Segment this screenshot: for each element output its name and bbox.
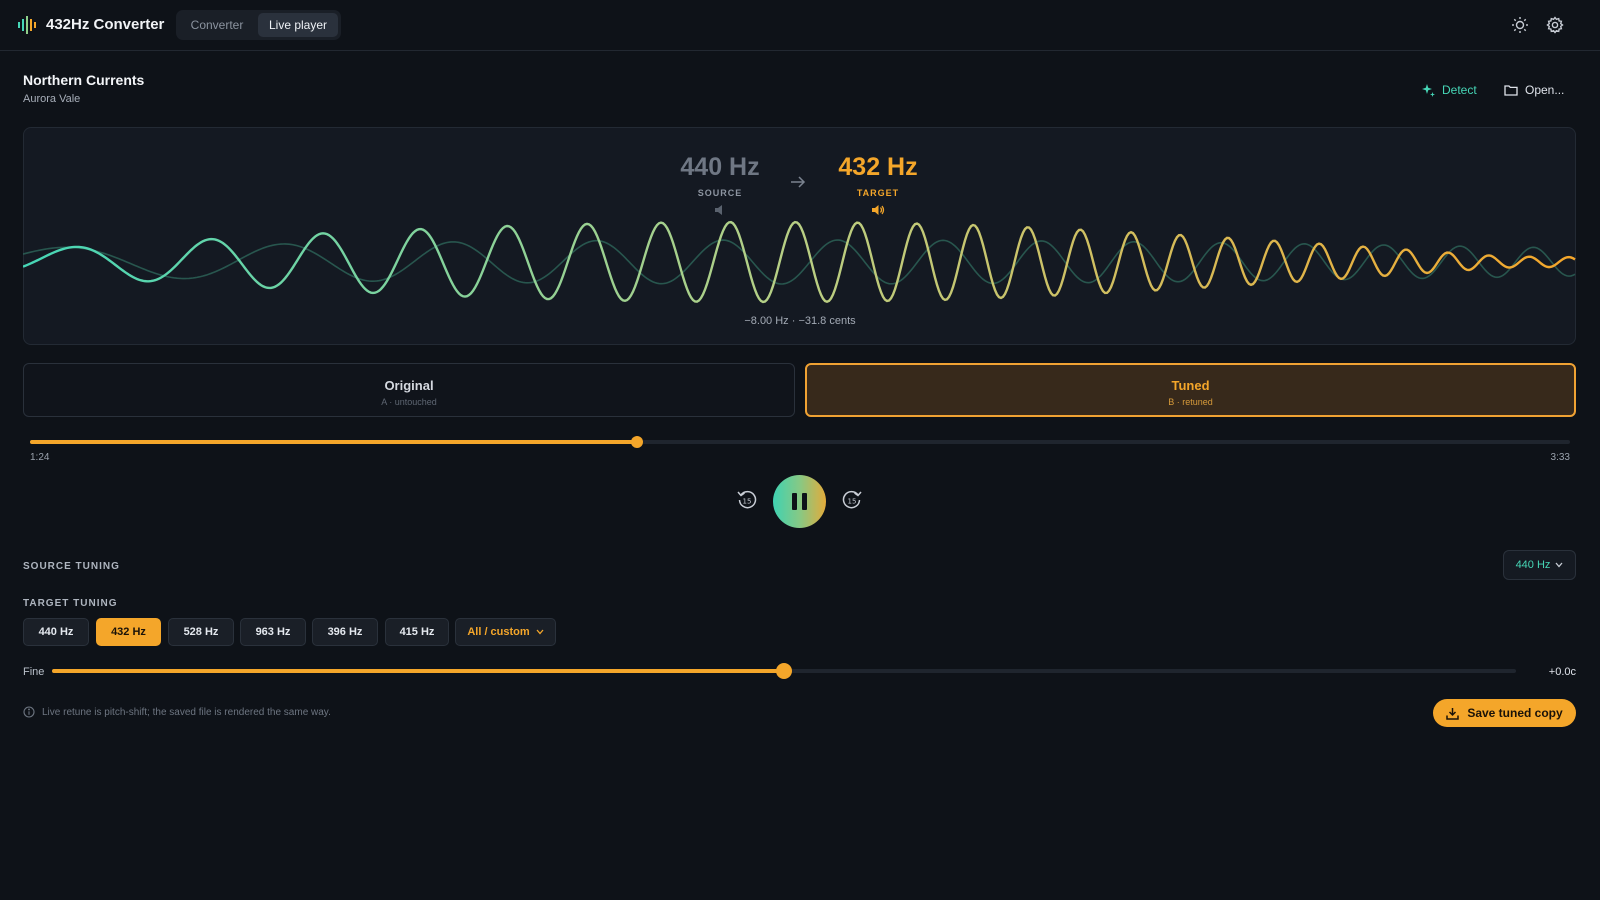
preset-432[interactable]: 432 Hz [96, 618, 161, 646]
sparkle-icon [1422, 83, 1435, 97]
original-toggle[interactable]: Original A · untouched [23, 363, 795, 417]
top-bar: 432Hz Converter Converter Live player [0, 0, 1600, 51]
speaker-muted-icon [715, 205, 722, 215]
preset-963[interactable]: 963 Hz [240, 618, 306, 646]
total-time: 3:33 [1550, 452, 1570, 463]
target-frequency: 432 Hz [838, 153, 918, 181]
preset-396[interactable]: 396 Hz [312, 618, 378, 646]
preset-528[interactable]: 528 Hz [168, 618, 234, 646]
tuned-title: Tuned [1171, 378, 1210, 393]
progress-fill [30, 440, 637, 444]
tab-converter[interactable]: Converter [190, 18, 244, 32]
folder-icon [1504, 85, 1518, 96]
preset-415[interactable]: 415 Hz [385, 618, 449, 646]
pitch-offset: −8.00 Hz · −31.8 cents [744, 315, 856, 327]
waveform [23, 220, 1576, 304]
elapsed-time: 1:24 [30, 452, 50, 463]
preset-440[interactable]: 440 Hz [23, 618, 89, 646]
fine-fill [52, 669, 784, 673]
tab-live-player[interactable]: Live player [258, 13, 338, 37]
original-title: Original [384, 378, 434, 393]
detect-label: Detect [1442, 83, 1477, 97]
target-tuning-label: TARGET TUNING [23, 598, 118, 609]
fine-value: +0.0c [1548, 666, 1576, 678]
rewind-15-icon[interactable]: 15 [736, 489, 758, 511]
sun-icon[interactable] [1511, 16, 1529, 34]
app-title: 432Hz Converter [46, 16, 165, 33]
tuned-wave [23, 220, 1576, 304]
tuned-subtitle: B · retuned [1168, 397, 1213, 407]
pause-icon [792, 493, 797, 510]
track-artist: Aurora Vale [23, 93, 81, 105]
detect-button[interactable]: Detect [1422, 81, 1477, 99]
tuning-visualizer [23, 127, 1576, 345]
chevron-down-icon [1555, 562, 1563, 568]
chevron-down-icon [536, 629, 544, 635]
save-tuned-copy-button[interactable]: Save tuned copy [1433, 699, 1576, 727]
open-button[interactable]: Open... [1504, 81, 1564, 99]
source-tuning-value: 440 Hz [1515, 559, 1551, 571]
waveform-logo-icon [18, 16, 36, 34]
info-note: Live retune is pitch-shift; the saved fi… [42, 707, 331, 718]
forward-15-icon[interactable]: 15 [841, 489, 863, 511]
progress-handle[interactable] [630, 436, 643, 448]
target-label: TARGET [856, 188, 900, 198]
source-tuning-select[interactable]: 440 Hz [1503, 550, 1576, 580]
custom-tuning-label: All / custom [467, 626, 530, 638]
open-label: Open... [1525, 83, 1565, 97]
fine-handle[interactable] [776, 663, 792, 679]
fine-label: Fine [23, 666, 45, 678]
arrow-right-icon [791, 176, 806, 188]
original-wave [23, 239, 1576, 285]
info-icon [23, 706, 35, 718]
source-tuning-label: SOURCE TUNING [23, 561, 120, 572]
track-title: Northern Currents [23, 72, 145, 88]
download-icon [1446, 707, 1460, 720]
source-label: SOURCE [697, 188, 743, 198]
mode-switcher: Converter Live player [176, 10, 341, 40]
speaker-active-icon [872, 205, 885, 215]
source-frequency: 440 Hz [680, 153, 760, 181]
progress-bar[interactable] [30, 440, 1570, 444]
tuned-toggle[interactable]: Tuned B · retuned [805, 363, 1576, 417]
custom-tuning-select[interactable]: All / custom [455, 618, 556, 646]
gear-icon[interactable] [1546, 16, 1564, 34]
save-label: Save tuned copy [1467, 706, 1563, 720]
forward-seconds: 15 [848, 498, 857, 506]
rewind-seconds: 15 [743, 498, 752, 506]
original-subtitle: A · untouched [381, 397, 437, 407]
pause-button[interactable] [773, 475, 826, 528]
